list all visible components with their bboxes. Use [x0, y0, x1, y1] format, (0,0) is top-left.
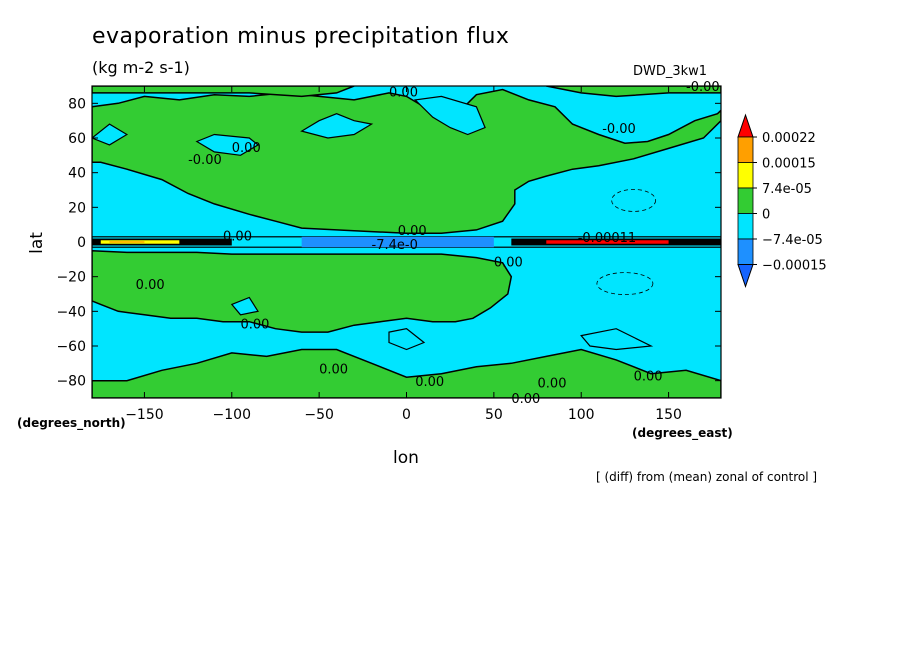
contour-label: -0.00011 [578, 231, 636, 246]
region-green-0 [92, 88, 721, 235]
x-tick-label: 50 [485, 407, 503, 423]
x-tick-label: 150 [655, 407, 682, 423]
y-tick-label: 60 [68, 131, 86, 147]
x-tick-label: 100 [568, 407, 595, 423]
y-tick-label: 80 [68, 96, 86, 112]
contour-label: 0.00 [398, 224, 427, 239]
contour-label: 0.00 [223, 229, 252, 244]
contour-label: -0.00 [188, 153, 222, 168]
region-cyan-6 [580, 328, 654, 351]
colorbar-label: 0 [762, 208, 770, 223]
colorbar-arrow-top [737, 113, 754, 138]
region-cyan-1 [195, 133, 260, 156]
contour-label: -0.00 [602, 122, 636, 137]
y-tick-label: −80 [56, 374, 86, 390]
x-tick-label: −100 [213, 407, 251, 423]
contour-label: 0.00 [319, 363, 348, 378]
colorbar-label: 0.00022 [762, 131, 816, 146]
y-axis-label: lat [27, 232, 47, 254]
y-tick-label: 20 [68, 200, 86, 216]
contour-label: -7.4e-0 [372, 238, 418, 253]
x-axis-label: lon [393, 448, 419, 468]
contour-label: 0.00 [136, 278, 165, 293]
region-cyan-3 [413, 95, 486, 136]
colorbar-segment [737, 136, 754, 163]
colorbar-segment [737, 162, 754, 189]
region-green-2 [92, 348, 721, 398]
colorbar-label: 0.00015 [762, 157, 816, 172]
region-cyan-2 [92, 123, 129, 146]
field-group [92, 86, 721, 398]
contour-label: 0.00 [511, 392, 540, 407]
dashed-contour-north [611, 188, 657, 212]
equator-mid-blue [301, 236, 494, 248]
equator-west-orange [109, 241, 145, 243]
y-tick-label: −20 [56, 270, 86, 286]
equator-east-red [546, 240, 669, 244]
colorbar-label: 7.4e-05 [762, 182, 812, 197]
contour-label: 0.00 [634, 370, 663, 385]
contour-label: 0.00 [494, 255, 523, 270]
region-green-4 [546, 86, 721, 98]
x-tick-label: 0 [402, 407, 411, 423]
y-tick-label: −60 [56, 339, 86, 355]
colorbar-arrow-bottom [737, 264, 754, 289]
y-tick-label: 0 [77, 235, 86, 251]
x-unit-label: (degrees_east) [632, 426, 733, 441]
x-tick-label: −150 [125, 407, 163, 423]
chart-units: (kg m-2 s-1) [92, 58, 190, 77]
contour-label: 0.00 [538, 377, 567, 392]
region-cyan-5 [388, 328, 426, 351]
colorbar-label: −0.00015 [762, 259, 827, 274]
region-cyan-4 [230, 296, 259, 316]
contour-label: -0.00 [686, 80, 720, 95]
colorbar-segment [737, 213, 754, 240]
x-tick-label: −50 [304, 407, 334, 423]
region-green-1 [92, 249, 513, 333]
chart-title: evaporation minus precipitation flux [92, 24, 510, 49]
contour-label: 0.00 [241, 318, 270, 333]
footnote: [ (diff) from (mean) zonal of control ] [596, 470, 818, 484]
contour-label: 0.00 [232, 141, 261, 156]
colorbar-label: −7.4e-05 [762, 233, 823, 248]
run-label: DWD_3kw1 [633, 64, 708, 79]
y-tick-label: −40 [56, 304, 86, 320]
dashed-contour-south [596, 272, 654, 296]
contour-label: 0.00 [415, 375, 444, 390]
y-unit-label: (degrees_north) [17, 416, 126, 431]
colorbar-segment [737, 187, 754, 214]
colorbar-segment [737, 238, 754, 265]
contour-label: 0.00 [389, 85, 418, 100]
region-green-3 [92, 86, 355, 98]
y-tick-label: 40 [68, 166, 86, 182]
region-cyan-0 [300, 113, 374, 139]
